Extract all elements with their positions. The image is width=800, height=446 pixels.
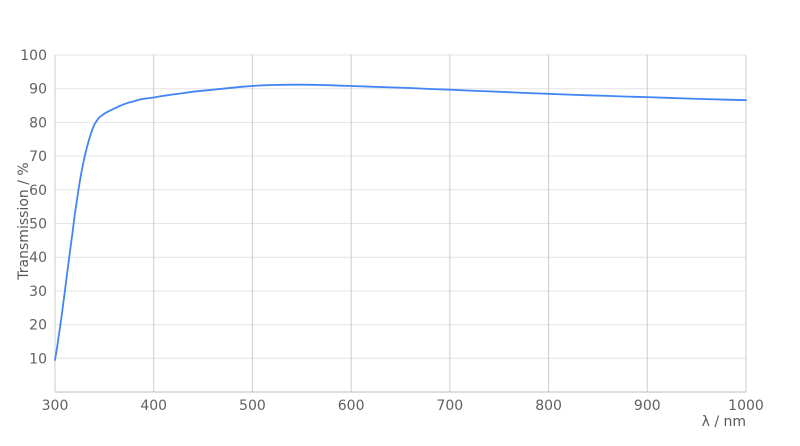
y-tick-label: 30	[29, 284, 47, 300]
transmission-curve	[54, 83, 747, 361]
y-tick-label: 80	[29, 115, 47, 131]
y-tick-label: 50	[29, 217, 47, 233]
x-tick-label: 800	[535, 398, 562, 414]
y-axis-title: Transmission / %	[16, 162, 32, 280]
y-tick-label: 20	[29, 318, 47, 334]
x-tick-label: 500	[239, 398, 266, 414]
x-tick-label: 600	[338, 398, 365, 414]
x-tick-label: 900	[634, 398, 661, 414]
x-tick-label: 300	[42, 398, 69, 414]
y-tick-label: 60	[29, 183, 47, 199]
y-tick-label: 100	[20, 48, 47, 64]
y-tick-label: 90	[29, 82, 47, 98]
y-tick-label: 40	[29, 250, 47, 266]
y-tick-label: 10	[29, 351, 47, 367]
y-tick-label: 70	[29, 149, 47, 165]
x-tick-label: 400	[140, 398, 167, 414]
x-tick-label: 1000	[728, 398, 764, 414]
x-tick-label: 700	[436, 398, 463, 414]
x-axis-title: λ / nm	[701, 414, 746, 430]
